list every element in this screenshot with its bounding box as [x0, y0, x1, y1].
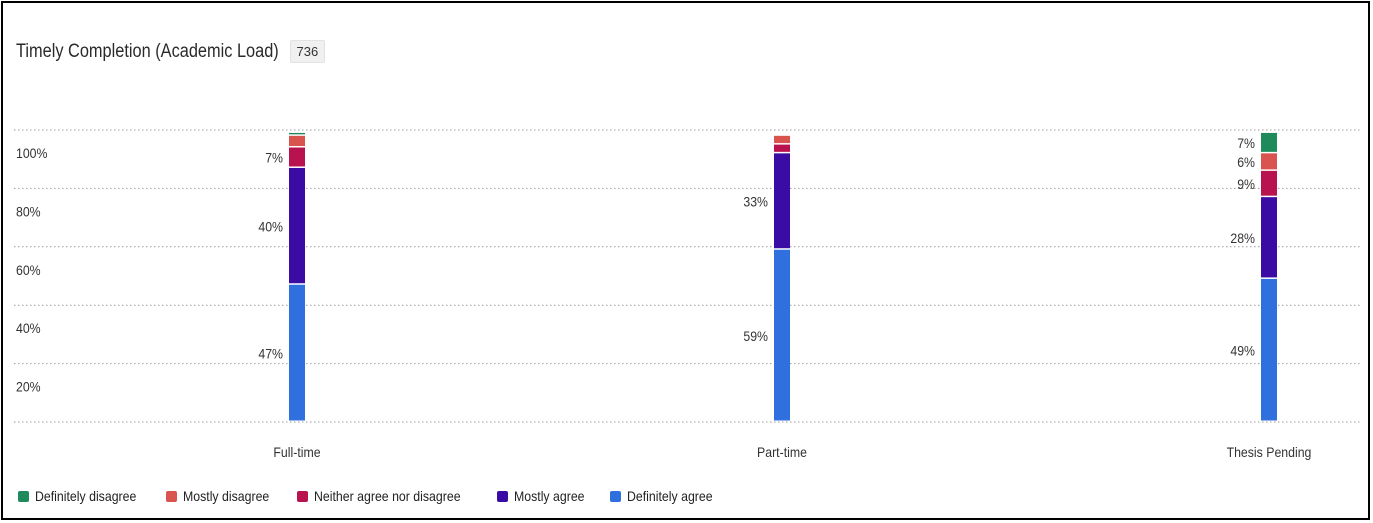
- y-tick-label: 100%: [16, 145, 48, 161]
- x-category-label: Thesis Pending: [1227, 444, 1312, 460]
- legend-label: Mostly disagree: [183, 488, 270, 504]
- legend-label: Definitely disagree: [35, 488, 137, 504]
- legend-item[interactable]: Definitely agree: [609, 488, 724, 504]
- y-tick-label: 20%: [16, 379, 41, 395]
- legend-swatch: [609, 490, 621, 502]
- legend-swatch: [297, 490, 309, 502]
- legend-swatch: [166, 490, 178, 502]
- data-label: 7%: [265, 150, 283, 166]
- bar-segment: [1261, 197, 1277, 278]
- data-label: 9%: [1237, 176, 1255, 192]
- bar-segment: [1261, 153, 1277, 170]
- bar-segment: [774, 135, 790, 144]
- data-label: 49%: [1230, 343, 1255, 359]
- legend-item[interactable]: Mostly agree: [496, 488, 594, 504]
- bar-segment: [774, 153, 790, 249]
- bar-segment: [1261, 132, 1277, 152]
- legend-swatch: [18, 490, 29, 502]
- data-label: 40%: [258, 219, 283, 235]
- bar-segment: [1261, 278, 1277, 421]
- legend-item[interactable]: Mostly disagree: [166, 488, 281, 504]
- legend-label: Definitely agree: [626, 488, 713, 504]
- y-tick-label: 40%: [16, 320, 41, 336]
- bar-segment: [289, 132, 305, 135]
- legend-item[interactable]: Definitely disagree: [18, 488, 150, 504]
- chart-title: Timely Completion (Academic Load): [16, 40, 279, 62]
- data-label: 7%: [1237, 135, 1255, 151]
- bar-segment: [289, 147, 305, 167]
- bar-segment: [289, 135, 305, 147]
- response-count-badge: 736: [289, 40, 326, 63]
- x-category-label: Part-time: [757, 444, 807, 460]
- y-tick-label: 80%: [16, 204, 41, 220]
- data-label: 59%: [743, 328, 768, 344]
- data-label: 6%: [1237, 154, 1255, 170]
- x-category-label: Full-time: [273, 444, 320, 460]
- bar-segment: [1261, 170, 1277, 196]
- data-label: 47%: [258, 346, 283, 362]
- bar-segment: [774, 144, 790, 152]
- legend-label: Mostly agree: [513, 488, 585, 504]
- y-tick-label: 60%: [16, 262, 41, 278]
- chart-header: Timely Completion (Academic Load) 736: [16, 40, 326, 63]
- legend-label: Neither agree nor disagree: [314, 488, 461, 504]
- legend-item[interactable]: Neither agree nor disagree: [297, 488, 481, 504]
- legend-swatch: [496, 490, 508, 502]
- chart-legend: Definitely disagree Mostly disagree Neithe…: [18, 488, 724, 504]
- bar-segment: [774, 249, 790, 421]
- data-label: 33%: [743, 194, 768, 210]
- data-label: 28%: [1230, 230, 1255, 246]
- bar-segment: [289, 167, 305, 284]
- bar-segment: [289, 284, 305, 421]
